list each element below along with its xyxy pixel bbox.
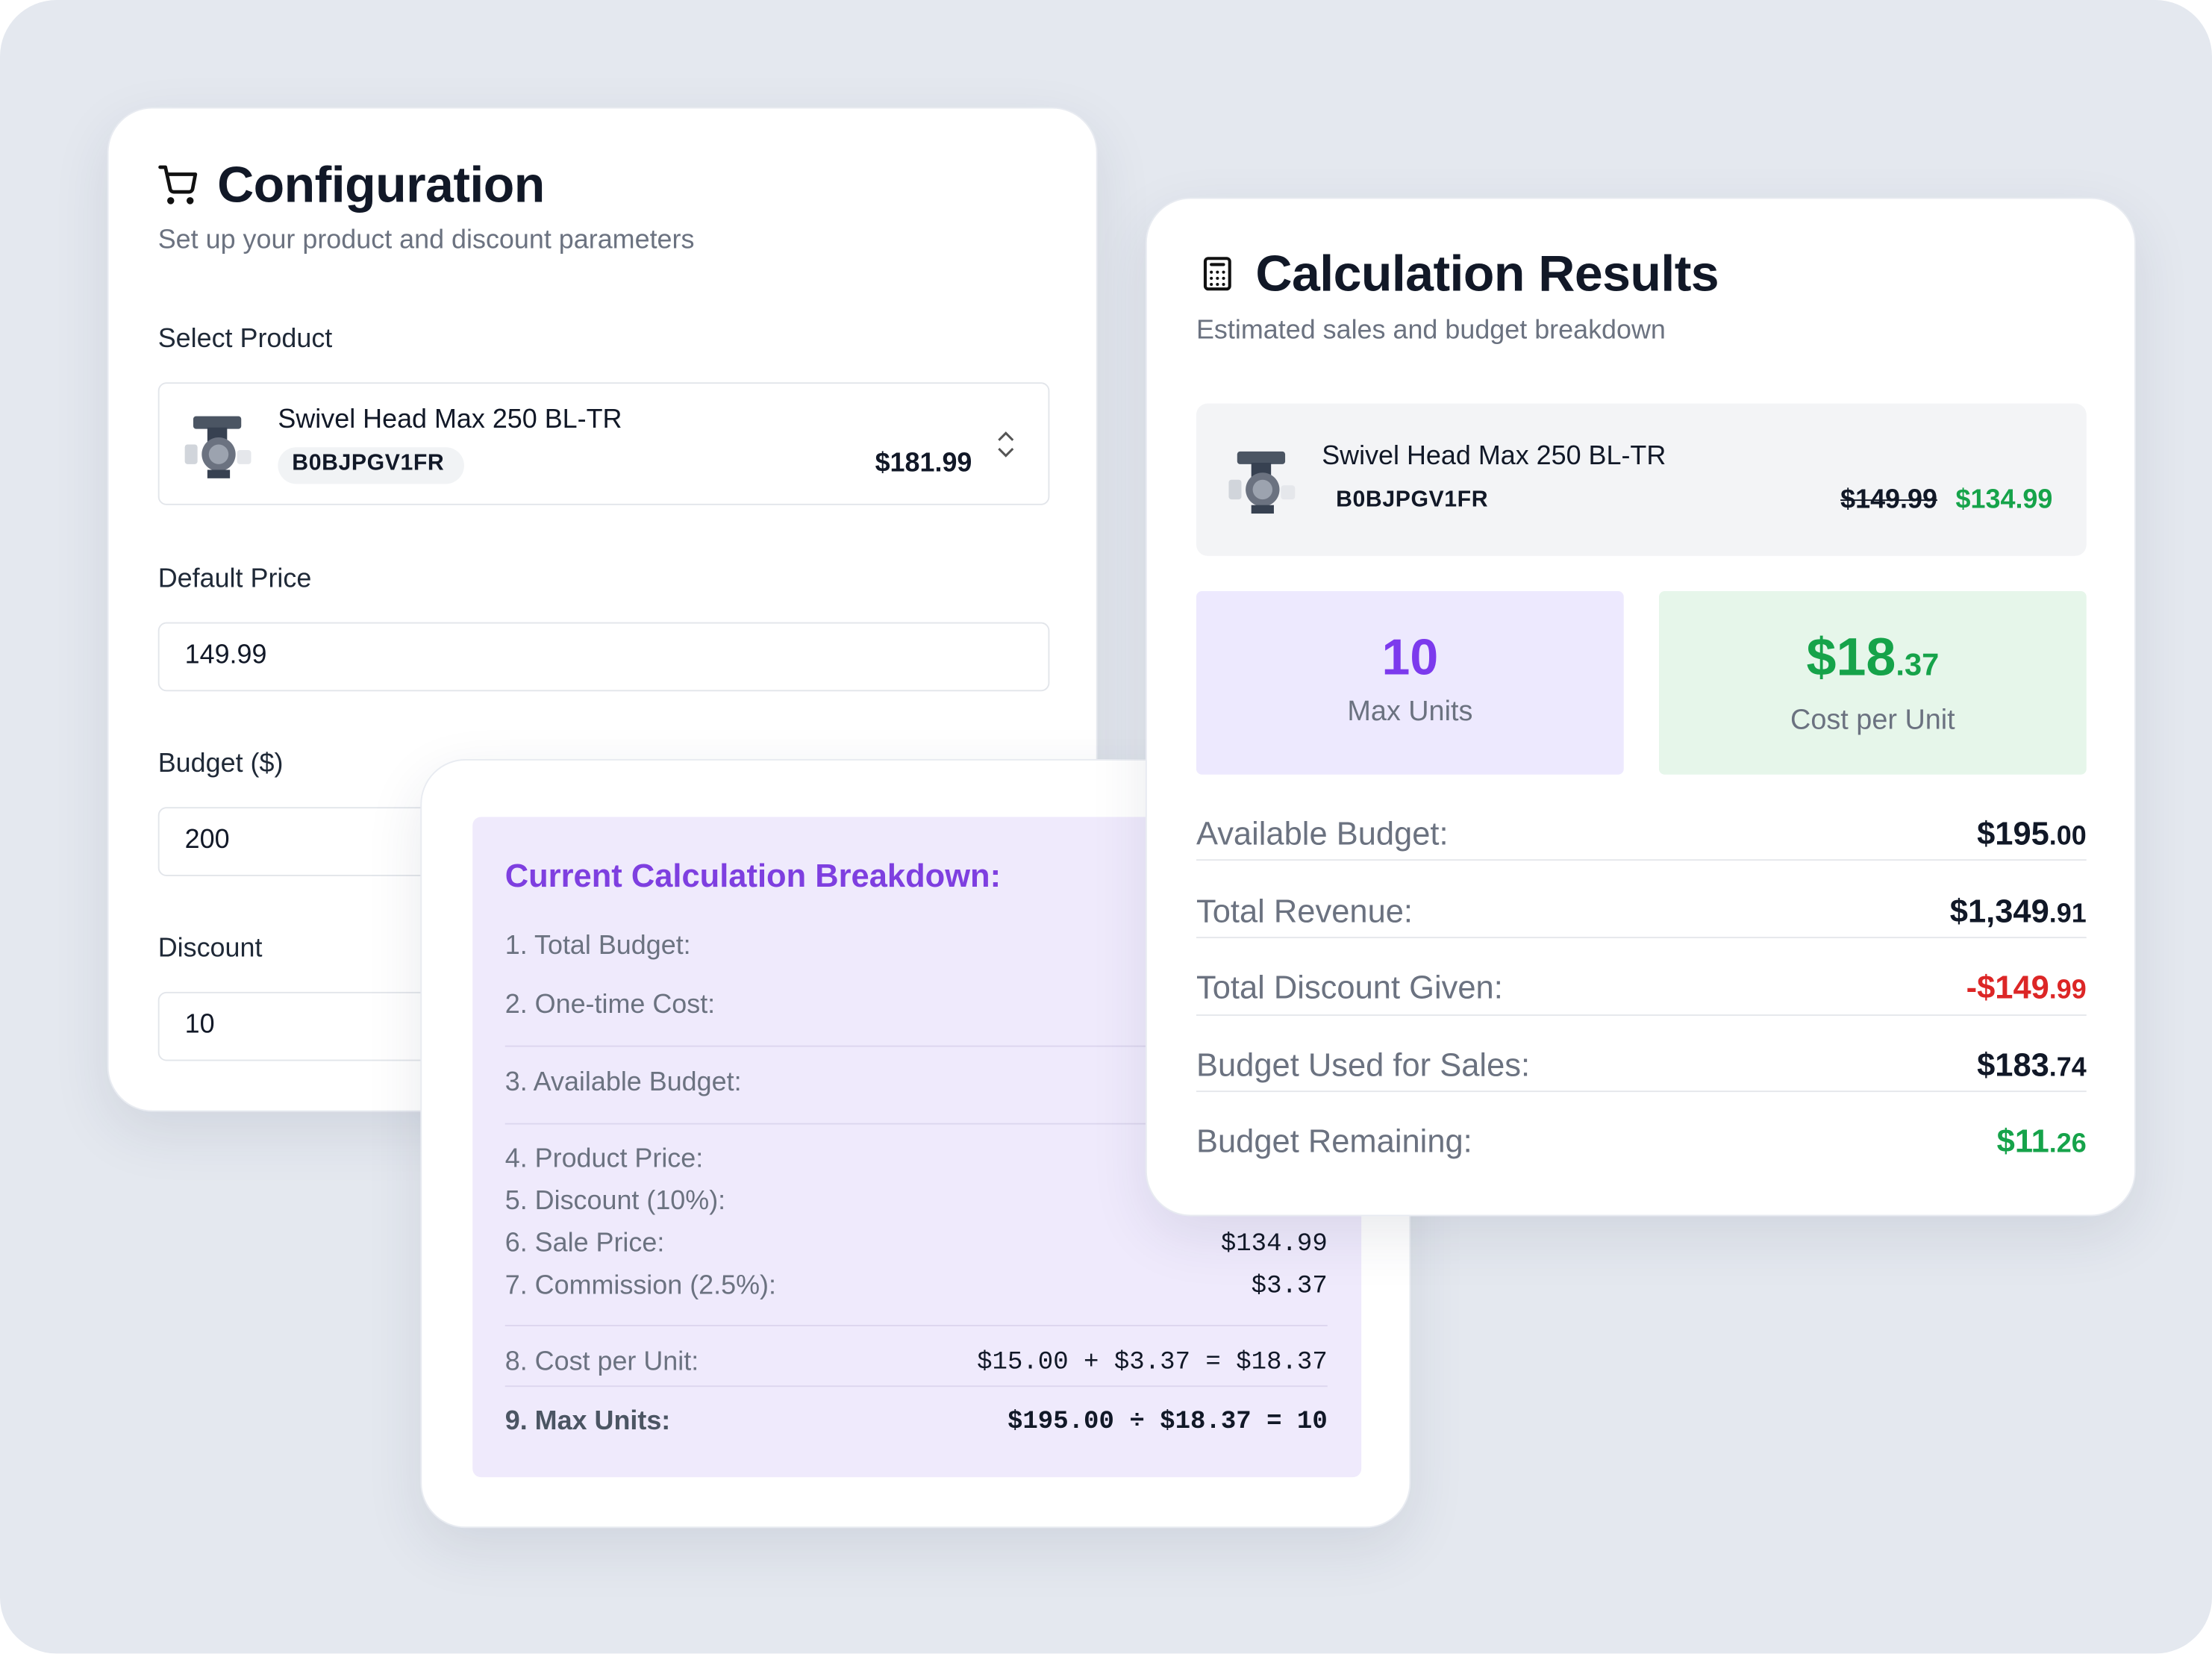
result-label: Available Budget: <box>1196 814 1449 852</box>
input-value: 10 <box>184 1010 215 1040</box>
value-cents: .99 <box>2049 976 2087 1005</box>
subtitle: Set up your product and discount paramet… <box>157 225 695 256</box>
breakdown-label: 3. Available Budget: <box>504 1067 742 1098</box>
result-label: Total Revenue: <box>1196 892 1413 929</box>
breakdown-label: 2. One-time Cost: <box>504 990 716 1020</box>
separator <box>1196 1090 2087 1093</box>
field-label: Default Price <box>157 564 312 594</box>
result-label: Budget Remaining: <box>1196 1122 1472 1159</box>
stat-main: $18 <box>1806 628 1896 688</box>
separator <box>504 1123 1328 1125</box>
result-value: $183.74 <box>1977 1046 2087 1085</box>
price-group: $149.99 $134.99 <box>1840 485 2052 517</box>
max-units-box: 10 Max Units <box>1196 591 1624 775</box>
separator <box>504 1324 1328 1326</box>
field-label: Discount <box>157 934 263 964</box>
breakdown-label: 8. Cost per Unit: <box>504 1347 699 1377</box>
chevron-icon <box>998 431 1014 458</box>
value-cents: .00 <box>2049 822 2087 852</box>
breakdown-value: $15.00 + $3.37 = $18.37 <box>977 1349 1328 1377</box>
breakdown-label: 1. Total Budget: <box>504 931 691 961</box>
value-main: $1,349 <box>1949 892 2049 929</box>
product-summary: Swivel Head Max 250 BL-TR B0BJPGV1FR $14… <box>1196 403 2087 556</box>
new-price: $134.99 <box>1955 485 2053 515</box>
value-cents: .74 <box>2049 1053 2087 1083</box>
product-sku: B0BJPGV1FR <box>1336 488 1489 513</box>
input-value: 200 <box>184 825 230 855</box>
stat-value: 10 <box>1381 628 1439 686</box>
value-cents: .26 <box>2049 1129 2087 1159</box>
results-card: Calculation Results Estimated sales and … <box>1145 197 2136 1217</box>
calculator-icon <box>1203 257 1231 291</box>
stat-label: Cost per Unit <box>1790 705 1955 736</box>
field-label: Budget ($) <box>157 749 284 779</box>
breakdown-label: 4. Product Price: <box>504 1144 704 1174</box>
subtitle: Estimated sales and budget breakdown <box>1196 316 1666 346</box>
separator <box>504 1045 1328 1047</box>
value-main: -$149 <box>1966 968 2049 1005</box>
breakdown-value: $3.37 <box>1251 1273 1328 1301</box>
breakdown-value: $134.99 <box>1220 1230 1328 1259</box>
result-value: $1,349.91 <box>1950 893 2087 931</box>
separator <box>1196 1014 2087 1017</box>
value-main: $195 <box>1977 814 2049 852</box>
result-label: Total Discount Given: <box>1196 968 1503 1005</box>
title: Calculation Results <box>1255 244 1719 302</box>
breakdown-label: 5. Discount (10%): <box>504 1186 726 1217</box>
separator <box>504 1385 1328 1388</box>
cart-icon <box>158 165 198 205</box>
breakdown-label: 7. Commission (2.5%): <box>504 1271 776 1301</box>
field-label: Select Product <box>157 324 333 355</box>
result-label: Budget Used for Sales: <box>1196 1046 1531 1083</box>
product-select[interactable]: Swivel Head Max 250 BL-TR B0BJPGV1FR $18… <box>157 382 1050 505</box>
breakdown-label: 9. Max Units: <box>504 1406 671 1437</box>
stat-value: $18.37 <box>1659 628 2087 689</box>
value-main: $183 <box>1977 1046 2049 1083</box>
old-price: $149.99 <box>1840 485 1937 515</box>
stat-label: Max Units <box>1347 696 1473 728</box>
product-name: Swivel Head Max 250 BL-TR <box>1322 441 1666 472</box>
title: Configuration <box>217 155 545 213</box>
input-value: 149.99 <box>184 640 267 670</box>
breakdown-label: 6. Sale Price: <box>504 1229 665 1259</box>
result-value: $11.26 <box>1997 1123 2087 1161</box>
product-sku: B0BJPGV1FR <box>292 451 445 476</box>
result-value: -$149.99 <box>1966 969 2087 1007</box>
separator <box>1196 859 2087 861</box>
result-value: $195.00 <box>1977 815 2087 853</box>
breakdown-title: Current Calculation Breakdown: <box>504 857 1002 894</box>
sku-pill <box>278 447 464 484</box>
value-cents: .91 <box>2049 899 2087 929</box>
stat-cents: .37 <box>1896 646 1940 682</box>
cost-per-unit-box: $18.37 Cost per Unit <box>1658 591 2087 775</box>
value-main: $11 <box>1996 1122 2049 1159</box>
product-name: Swivel Head Max 250 BL-TR <box>278 405 622 435</box>
product-price: $181.99 <box>875 449 972 478</box>
separator <box>1196 937 2087 939</box>
breakdown-value: $195.00 ÷ $18.37 = 10 <box>1007 1408 1328 1437</box>
product-image <box>184 416 251 478</box>
product-image <box>1228 451 1296 514</box>
input[interactable]: 149.99 <box>157 622 1050 692</box>
